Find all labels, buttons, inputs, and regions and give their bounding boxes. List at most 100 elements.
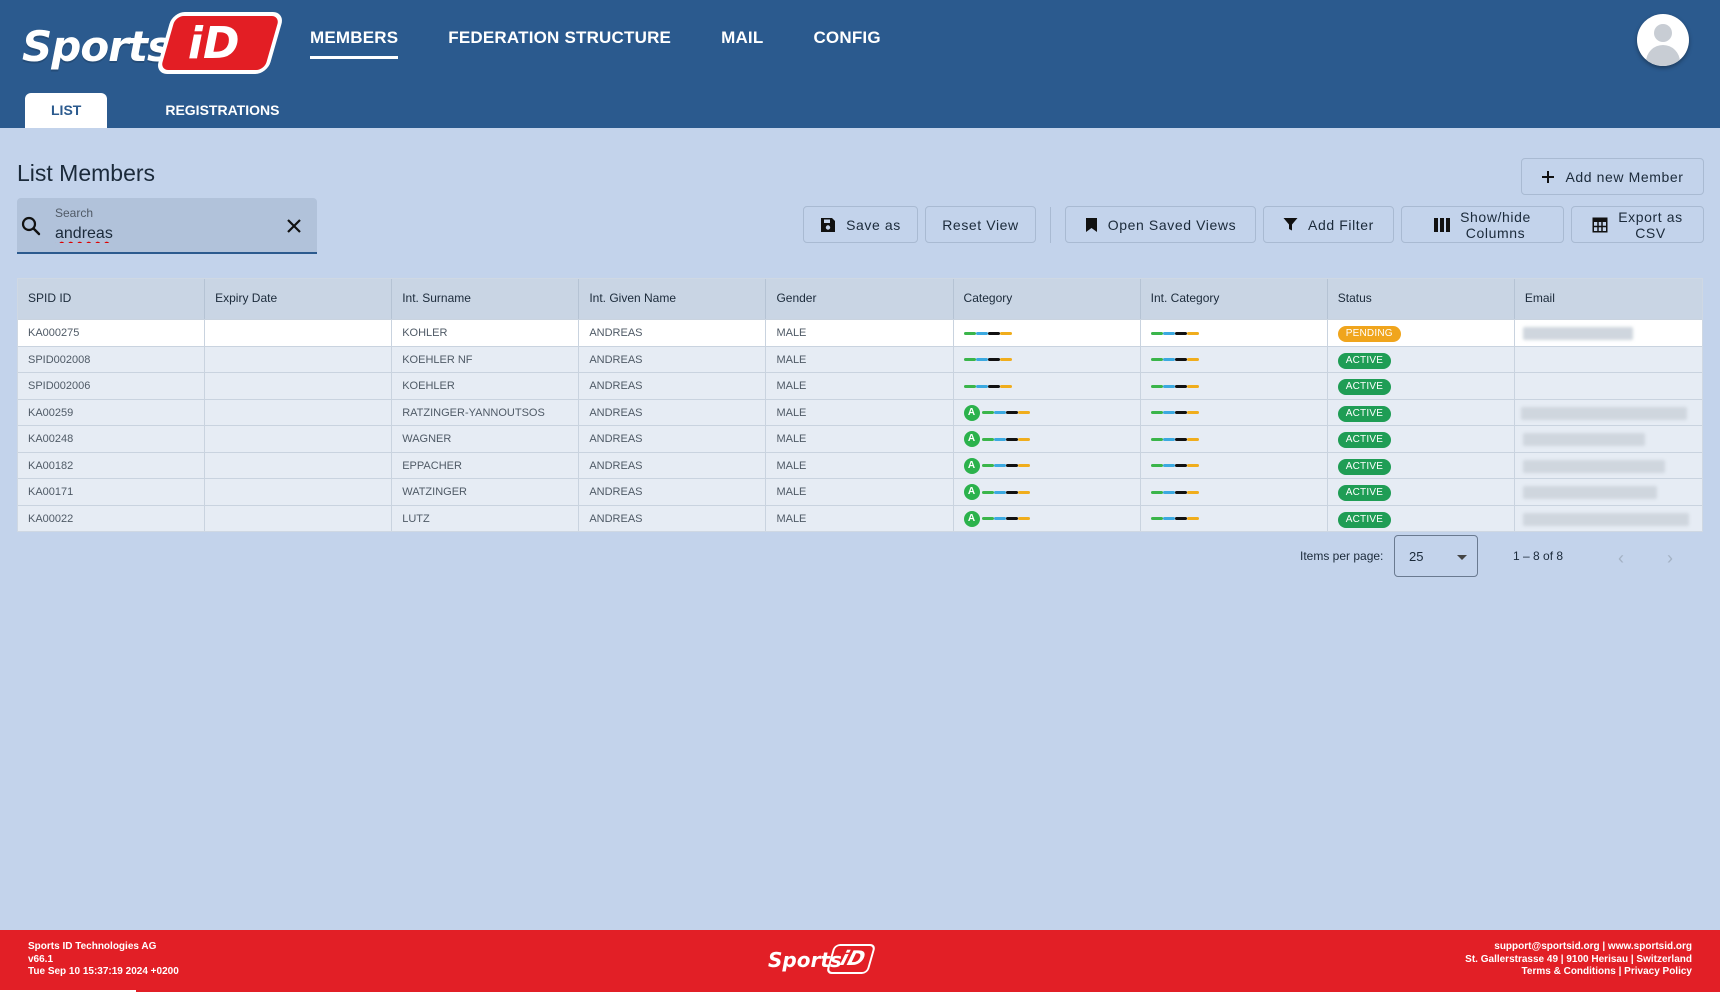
- col-header-gender[interactable]: Gender: [766, 279, 954, 319]
- cell-int-surname: WATZINGER: [392, 479, 580, 505]
- cell-category: A: [954, 452, 1141, 478]
- nav-members[interactable]: MEMBERS: [310, 28, 399, 59]
- show-hide-columns-button[interactable]: Show/hide Columns: [1401, 206, 1564, 243]
- category-color-segment: [1162, 358, 1175, 361]
- table-row[interactable]: KA00022 LUTZ ANDREAS MALE A ACTIVE: [18, 504, 1702, 532]
- save-as-label: Save as: [846, 216, 901, 233]
- columns-icon: [1434, 217, 1451, 232]
- col-header-email[interactable]: Email: [1524, 291, 1555, 305]
- cell-int-category: [1141, 426, 1328, 452]
- save-as-button[interactable]: Save as: [803, 206, 918, 243]
- cell-int-given-name: ANDREAS: [579, 399, 767, 425]
- col-header-status[interactable]: Status: [1328, 279, 1515, 319]
- footer-contact[interactable]: support@sportsid.org | www.sportsid.org: [1494, 941, 1692, 952]
- cell-status: ACTIVE: [1328, 426, 1515, 452]
- category-color-segment: [1150, 384, 1163, 388]
- cell-category: A: [954, 426, 1141, 452]
- category-color-segment: [993, 437, 1006, 441]
- footer-logo-text: Sports: [768, 948, 842, 972]
- table-row[interactable]: KA00248 WAGNER ANDREAS MALE A ACTIVE: [18, 425, 1702, 452]
- col-header-int-surname[interactable]: Int. Surname: [392, 279, 580, 319]
- nav-mail[interactable]: MAIL: [721, 28, 764, 47]
- footer-links[interactable]: Terms & Conditions | Privacy Policy: [1521, 966, 1692, 977]
- cell-int-given-name: ANDREAS: [579, 452, 767, 478]
- tab-list[interactable]: LIST: [25, 93, 108, 128]
- cell-email: [1515, 373, 1702, 399]
- col-header-int-category[interactable]: Int. Category: [1141, 279, 1328, 319]
- cell-status: ACTIVE: [1328, 373, 1515, 399]
- cell-gender: MALE: [766, 399, 954, 425]
- cell-spid-id: KA00182: [18, 452, 206, 478]
- category-badge: A: [963, 404, 980, 421]
- cell-gender: MALE: [766, 479, 954, 505]
- search-field[interactable]: Search: [17, 198, 317, 254]
- cell-email: [1515, 479, 1702, 505]
- category-color-segment: [1150, 358, 1163, 361]
- nav-federation-structure[interactable]: FEDERATION STRUCTURE: [448, 28, 672, 47]
- table-body: KA000275 KOHLER ANDREAS MALE PENDING SPID0020…: [18, 319, 1702, 531]
- category-color-segment: [1150, 437, 1163, 441]
- table-row[interactable]: KA00259 RATZINGER-YANNOUTSOS ANDREAS MALE A A…: [18, 398, 1702, 425]
- close-icon[interactable]: [283, 215, 305, 237]
- members-table: SPID ID Expiry Date Int. Surname Int. Gi…: [17, 278, 1703, 532]
- status-badge: ACTIVE: [1337, 485, 1392, 501]
- sportsid-logo[interactable]: Sports iD: [22, 8, 285, 78]
- cell-expiry-date: [205, 452, 393, 478]
- table-row[interactable]: KA00182 EPPACHER ANDREAS MALE A ACTIVE: [18, 451, 1702, 478]
- search-input[interactable]: [53, 222, 273, 246]
- user-avatar[interactable]: [1637, 14, 1689, 66]
- status-badge: PENDING: [1337, 326, 1401, 342]
- items-per-page-select[interactable]: 25: [1394, 535, 1478, 577]
- cell-status: ACTIVE: [1328, 505, 1515, 531]
- cell-category: [954, 320, 1141, 346]
- col-header-expiry-date[interactable]: Expiry Date: [205, 279, 393, 319]
- nav-config[interactable]: CONFIG: [813, 28, 881, 47]
- cell-int-surname: KOEHLER: [392, 373, 580, 399]
- category-color-segment: [999, 358, 1012, 361]
- add-filter-button[interactable]: Add Filter: [1263, 206, 1394, 243]
- col-header-category[interactable]: Category: [954, 279, 1141, 319]
- table-row[interactable]: SPID002008 KOEHLER NF ANDREAS MALE ACTIVE: [18, 345, 1702, 372]
- footer-logo: Sports iD: [768, 944, 878, 978]
- category-color-segment: [1150, 464, 1163, 467]
- cell-status: ACTIVE: [1328, 346, 1515, 372]
- cell-int-given-name: ANDREAS: [579, 373, 767, 399]
- table-icon: [1592, 217, 1608, 232]
- table-row[interactable]: KA000275 KOHLER ANDREAS MALE PENDING: [18, 319, 1702, 346]
- toolbar-divider: [1050, 207, 1051, 243]
- chevron-left-icon[interactable]: ‹: [1618, 548, 1624, 568]
- main-nav: MEMBERS FEDERATION STRUCTURE MAIL CONFIG: [310, 28, 881, 59]
- cell-spid-id: KA000275: [18, 320, 206, 346]
- category-color-segment: [1162, 437, 1175, 441]
- table-row[interactable]: SPID002006 KOEHLER ANDREAS MALE ACTIVE: [18, 372, 1702, 399]
- category-indicator: A: [963, 506, 1130, 532]
- col-header-int-given-name[interactable]: Int. Given Name: [579, 279, 767, 319]
- cell-gender: MALE: [766, 320, 954, 346]
- col-header-spid-id[interactable]: SPID ID: [18, 279, 206, 319]
- table-row[interactable]: KA00171 WATZINGER ANDREAS MALE A ACTIVE: [18, 478, 1702, 505]
- chevron-right-icon[interactable]: ›: [1667, 548, 1673, 568]
- reset-view-label: Reset View: [942, 216, 1019, 233]
- table-header: SPID ID Expiry Date Int. Surname Int. Gi…: [18, 279, 1702, 319]
- reset-view-button[interactable]: Reset View: [925, 206, 1036, 243]
- category-color-segment: [975, 358, 988, 361]
- open-saved-views-button[interactable]: Open Saved Views: [1065, 206, 1256, 243]
- cell-int-surname: EPPACHER: [392, 452, 580, 478]
- category-color-segment: [981, 411, 994, 414]
- footer-company: Sports ID Technologies AG: [28, 941, 157, 952]
- tab-registrations[interactable]: REGISTRATIONS: [165, 102, 280, 118]
- cell-spid-id: KA00022: [18, 505, 206, 531]
- category-color-segment: [1005, 464, 1018, 467]
- export-csv-button[interactable]: Export as CSV: [1571, 206, 1704, 243]
- category-color-segment: [1017, 517, 1030, 520]
- category-color-segment: [1162, 411, 1175, 414]
- category-color-segment: [981, 517, 994, 520]
- add-member-button[interactable]: Add new Member: [1521, 158, 1704, 195]
- category-color-segment: [1174, 490, 1187, 494]
- category-color-segment: [981, 464, 994, 467]
- open-saved-views-label: Open Saved Views: [1107, 216, 1237, 233]
- category-color-segment: [999, 384, 1012, 388]
- pagination-range: 1 – 8 of 8: [1513, 549, 1564, 563]
- cell-status: ACTIVE: [1328, 452, 1515, 478]
- category-color-segment: [1174, 437, 1187, 441]
